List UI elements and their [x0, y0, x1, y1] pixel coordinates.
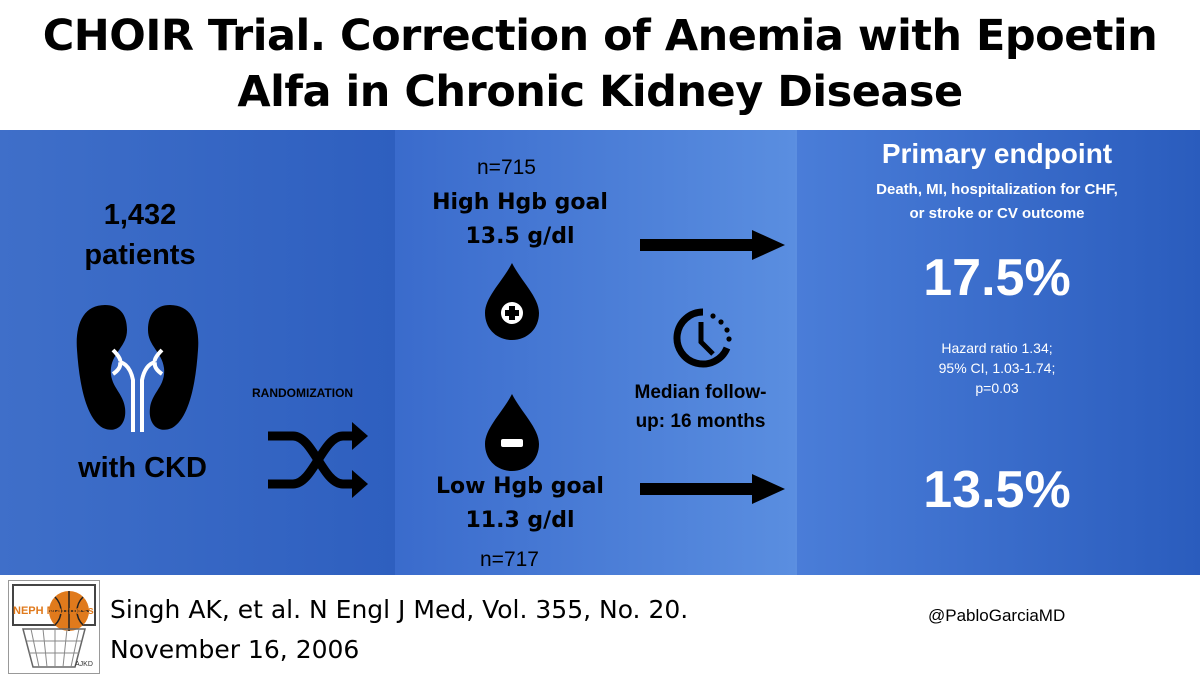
high-arm-rate: 17.5% [923, 249, 1071, 307]
basketball-hoop-icon [12, 584, 96, 668]
low-arm-n: n=717 [480, 548, 539, 571]
clock-icon [673, 308, 732, 368]
endpoint-panel: Primary endpoint Death, MI, hospitalizat… [795, 130, 1200, 575]
with-ckd-label: with CKD [78, 452, 207, 484]
patient-count: 1,432 [103, 199, 177, 231]
high-arm-arrow [640, 230, 785, 260]
followup-line-1: Median follow- [634, 382, 767, 403]
high-goal-value: 13.5 g/dl [465, 224, 575, 249]
endpoint-desc-line-1: Death, MI, hospitalization for CHF, [876, 181, 1118, 198]
primary-endpoint-heading: Primary endpoint [881, 138, 1113, 169]
page-title: CHOIR Trial. Correction of Anemia with E… [42, 11, 1158, 117]
hazard-ratio-line-1: Hazard ratio 1.34; [941, 340, 1053, 356]
high-goal-label: High Hgb goal [432, 190, 608, 215]
followup-line-2: up: 16 months [635, 411, 766, 432]
endpoint-desc-line-2: or stroke or CV outcome [909, 205, 1085, 222]
hazard-ratio-line-3: p=0.03 [975, 380, 1019, 396]
high-arm-n: n=715 [477, 156, 536, 179]
low-goal-value: 11.3 g/dl [465, 508, 575, 533]
neph-madness-logo: NEPH Madness AJKD [8, 580, 100, 674]
blood-drop-minus-icon [485, 394, 539, 471]
randomization-label: RANDOMIZATION [252, 386, 354, 400]
blood-drop-plus-icon [485, 263, 539, 340]
citation-line-1: Singh AK, et al. N Engl J Med, Vol. 355,… [110, 595, 689, 624]
author-handle: @PabloGarciaMD [928, 606, 1066, 625]
low-arm-rate: 13.5% [923, 461, 1071, 519]
patients-label: patients [84, 239, 196, 271]
logo-text: NEPH Madness [13, 605, 94, 617]
logo-small-text: AJKD [75, 661, 93, 668]
citation-line-2: November 16, 2006 [110, 635, 360, 664]
shuffle-icon [268, 422, 368, 498]
kidneys-icon [76, 305, 199, 432]
hazard-ratio-line-2: 95% CI, 1.03-1.74; [938, 360, 1056, 376]
arms-panel: n=715 High Hgb goal 13.5 g/dl Low Hgb go… [395, 130, 795, 575]
population-panel: 1,432 patients RANDOMIZATION with CKD [0, 130, 395, 575]
low-arm-arrow [640, 474, 785, 504]
low-goal-label: Low Hgb goal [436, 474, 604, 499]
